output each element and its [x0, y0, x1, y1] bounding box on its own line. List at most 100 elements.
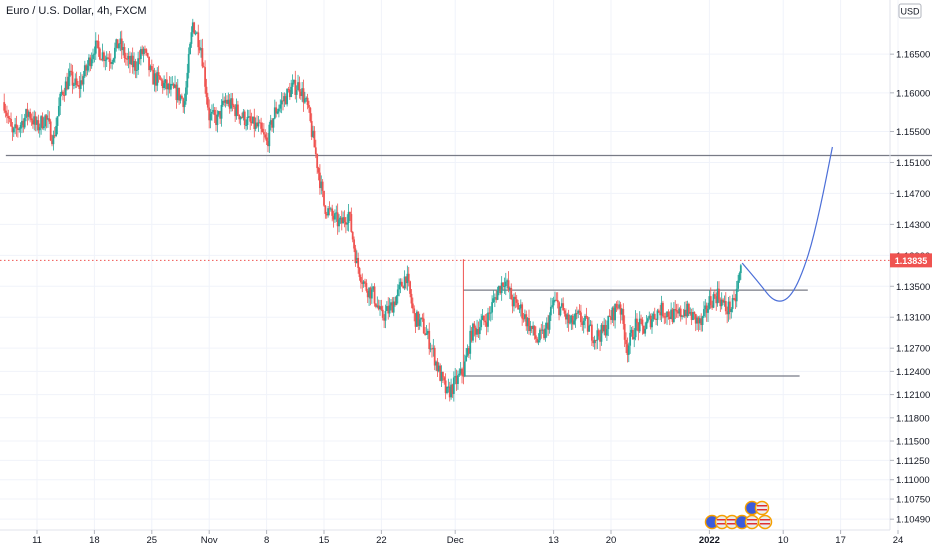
candle-body [358, 267, 361, 278]
candle-body [526, 318, 529, 327]
candle-body [502, 282, 504, 287]
candle-body [390, 302, 392, 306]
candle-body [237, 104, 239, 115]
candle-body [454, 375, 457, 378]
candle-body [641, 319, 644, 326]
candle-body [338, 219, 340, 227]
y-tick-label: 1.10750 [896, 495, 930, 506]
candle-body [90, 59, 93, 67]
candle-body [644, 328, 647, 334]
candle-body [21, 120, 23, 126]
candle-body [335, 212, 338, 214]
candle-body [376, 305, 379, 307]
candle-body [134, 61, 137, 71]
candle-body [679, 308, 682, 317]
candle-body [525, 314, 528, 327]
y-tick-label: 1.15500 [896, 127, 930, 138]
candle-body [361, 282, 364, 284]
candle-body [611, 307, 614, 320]
flag-icon-us[interactable] [757, 514, 773, 530]
candle-body [325, 213, 328, 216]
candle-body [612, 307, 615, 321]
candle-body [130, 55, 133, 65]
candle-body [269, 120, 272, 125]
currency-button[interactable]: USD [898, 3, 922, 19]
candle-body [569, 322, 571, 324]
candle-body [187, 54, 190, 73]
candle-body [543, 329, 545, 339]
candle-body [738, 273, 741, 281]
candle-body [539, 329, 541, 341]
candle-body [409, 281, 411, 294]
candle-body [439, 365, 442, 381]
candle-body [719, 299, 722, 307]
economic-events-icons[interactable] [704, 500, 773, 530]
candle-body [161, 80, 164, 89]
candle-body [202, 66, 205, 68]
candle-body [275, 107, 278, 114]
flag-icon-us[interactable] [744, 514, 760, 530]
candle-body [163, 82, 165, 89]
y-tick-label: 1.12400 [896, 367, 930, 378]
candle-body [312, 130, 314, 137]
candle-body [681, 315, 683, 317]
candle-body [357, 257, 360, 268]
price-axis[interactable]: 1.16500 1.16000 1.15500 1.15100 1.14700 1.143… [889, 0, 932, 530]
candle-body [461, 368, 463, 376]
time-axis[interactable]: 11 18 25 Nov 8 15 22 Dec 13 20 2022 10 17 24 [0, 529, 903, 546]
x-tick-label: 22 [376, 535, 387, 546]
candle-body [610, 316, 612, 320]
candle-body [508, 287, 511, 290]
candle-body [291, 82, 294, 87]
candle-body [44, 115, 47, 127]
candle-body [280, 100, 283, 105]
candle-body [739, 265, 742, 274]
candle-body [488, 312, 491, 314]
candle-body [565, 313, 567, 320]
candle-body [185, 87, 187, 102]
y-tick-label: 1.12700 [896, 344, 930, 355]
candle-body [716, 288, 719, 304]
candle-body [126, 58, 129, 60]
candle-body [554, 299, 556, 301]
candle-body [328, 208, 331, 210]
candle-body [32, 120, 34, 125]
flag-icon-us[interactable] [724, 514, 740, 530]
candle-body [608, 315, 611, 317]
candle-body [353, 239, 355, 249]
candle-body [51, 140, 53, 145]
candle-body [720, 299, 723, 307]
candle-body [86, 65, 89, 71]
candle-body [271, 120, 273, 128]
candle-body [515, 299, 518, 303]
candle-body [97, 41, 100, 49]
candle-body [48, 118, 51, 122]
candle-body [487, 312, 489, 327]
candle-body [733, 298, 735, 300]
candle-body [339, 217, 342, 220]
flag-icon-us[interactable] [754, 500, 770, 516]
candle-body [484, 320, 487, 323]
candle-body [260, 122, 263, 129]
candle-body [317, 168, 320, 173]
candle-body [463, 361, 466, 377]
candle-body [287, 88, 290, 91]
candle-body [29, 111, 32, 119]
candle-body [416, 311, 418, 327]
candle-body [462, 375, 465, 377]
candle-body [179, 95, 182, 101]
candle-body [362, 281, 365, 284]
candle-body [478, 327, 481, 335]
candle-body [295, 90, 298, 95]
candle-body [319, 172, 321, 189]
candle-body [670, 309, 673, 319]
candle-body [472, 323, 474, 341]
candles [3, 18, 742, 402]
x-tick-label: Dec [447, 535, 464, 546]
candle-body [74, 78, 77, 85]
candle-body [89, 57, 92, 67]
candle-body [3, 102, 6, 111]
candle-body [264, 134, 267, 138]
x-tick-label: 17 [835, 535, 846, 546]
